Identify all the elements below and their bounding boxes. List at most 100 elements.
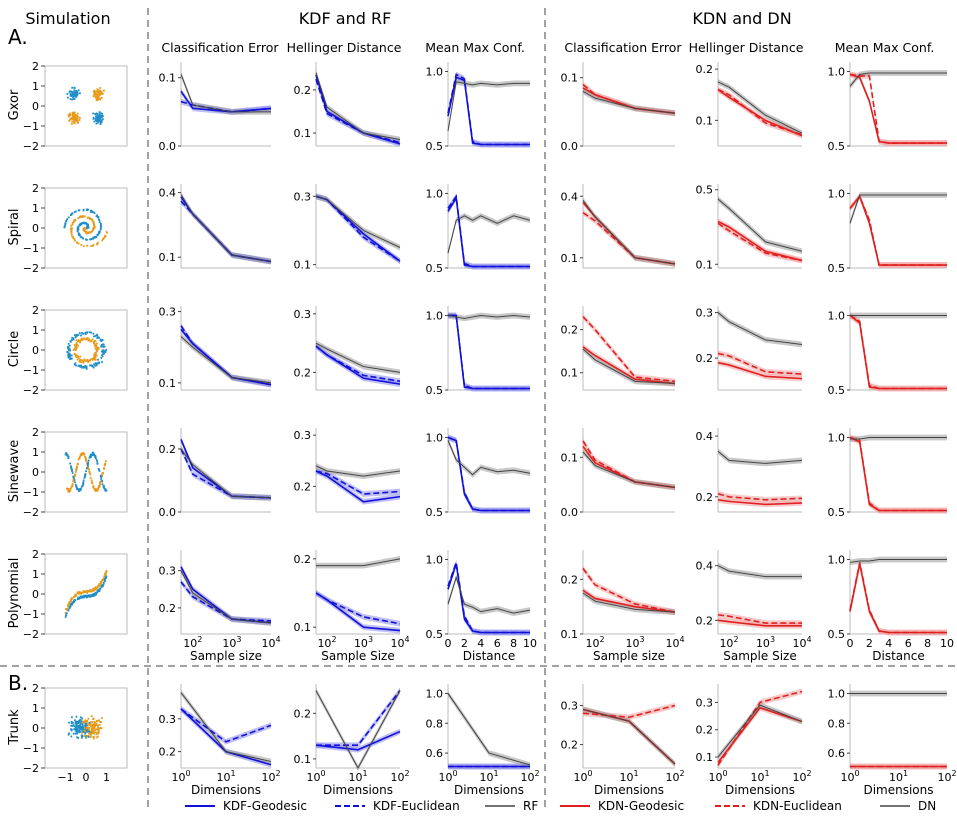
line-kdf-geodesic xyxy=(180,328,272,386)
line-kdn-euclidean xyxy=(582,704,676,719)
scatter-point xyxy=(76,112,79,115)
scatter-point xyxy=(71,235,74,238)
y-tick-label: 0.6 xyxy=(828,747,846,760)
scatter-point xyxy=(94,731,96,734)
scatter-point xyxy=(100,119,102,122)
scatter-point xyxy=(102,485,105,488)
scatter-tick-label: −1 xyxy=(23,486,39,499)
scatter-point xyxy=(86,730,89,733)
scatter-point xyxy=(76,732,78,735)
line-kdn-geodesic xyxy=(717,220,803,262)
line-kdn-geodesic xyxy=(582,346,676,385)
x-tick-label: 100 xyxy=(438,769,457,784)
scatter-point xyxy=(83,358,86,361)
scatter-point xyxy=(89,364,92,367)
y-tick-label: 1.0 xyxy=(426,431,444,444)
line-rf xyxy=(315,72,401,141)
scatter-point xyxy=(88,470,91,473)
scatter-point xyxy=(87,224,89,227)
y-tick-label: 0.1 xyxy=(159,72,177,85)
scatter-point xyxy=(101,118,104,121)
scatter-point xyxy=(95,344,97,347)
x-tick-label: 104 xyxy=(792,635,811,650)
scatter-point xyxy=(90,730,93,733)
scatter-point xyxy=(79,92,81,95)
x-tick-label: 102 xyxy=(317,635,336,650)
scatter-point xyxy=(77,357,80,360)
scatter-point xyxy=(64,222,67,225)
scatter-point xyxy=(70,598,73,601)
scatter-tick-label: −2 xyxy=(23,628,39,641)
scatter-point xyxy=(95,354,98,357)
scatter-point xyxy=(73,211,76,213)
scatter-point xyxy=(79,727,82,730)
scatter-point xyxy=(87,728,90,730)
scatter-point xyxy=(104,351,107,354)
scatter-point xyxy=(98,362,100,365)
line-kdn-euclidean xyxy=(849,314,947,390)
scatter-point xyxy=(78,727,81,730)
scatter-point xyxy=(91,482,94,485)
band-dn xyxy=(583,197,675,267)
scatter-point xyxy=(91,211,93,214)
scatter-point xyxy=(74,336,77,338)
panel-circle-5: 0.3 0.2 xyxy=(696,306,803,391)
scatter-point xyxy=(79,595,82,598)
scatter-point xyxy=(87,208,89,211)
scatter-point xyxy=(87,726,89,729)
y-tick-label: 0.2 xyxy=(696,352,714,365)
scatter-point xyxy=(99,87,102,89)
scatter-tick-label: −2 xyxy=(23,506,39,519)
y-tick-label: 0.5 xyxy=(426,384,444,397)
line-kdn-euclidean xyxy=(849,562,947,634)
scatter-point xyxy=(90,358,93,361)
scatter-point xyxy=(71,472,74,474)
scatter-point xyxy=(98,470,101,472)
scatter-point xyxy=(71,117,74,120)
scatter-point xyxy=(72,94,74,96)
scatter-point xyxy=(72,349,75,352)
panel-gxor-3: 1.0 0.5 xyxy=(426,62,530,153)
scatter-point xyxy=(74,598,76,601)
y-tick-label: 0.2 xyxy=(294,707,312,720)
scatter-point xyxy=(104,489,107,492)
scatter-point xyxy=(69,90,71,93)
scatter-point xyxy=(67,352,70,355)
scatter-point xyxy=(67,356,70,359)
scatter-point xyxy=(96,113,99,115)
scatter-point xyxy=(96,731,98,734)
scatter-point xyxy=(67,456,70,458)
line-kdn-euclidean xyxy=(849,436,947,512)
line-kdf-euclidean xyxy=(447,73,530,146)
scatter-point xyxy=(84,721,87,723)
scatter-point xyxy=(100,112,103,115)
scatter-point xyxy=(93,90,95,92)
scatter-point xyxy=(104,580,107,583)
scatter-point xyxy=(90,479,93,482)
line-rf xyxy=(315,195,401,248)
scatter-point xyxy=(80,487,82,490)
scatter-point xyxy=(91,228,94,231)
scatter-point xyxy=(69,94,72,97)
y-tick-label: 0.2 xyxy=(159,746,177,759)
scatter-point xyxy=(76,92,79,95)
x-tick-label: 102 xyxy=(183,635,202,650)
line-kdn-euclidean xyxy=(582,316,676,383)
column-header-5: Hellinger Distance xyxy=(689,40,804,55)
line-kdf-euclidean xyxy=(180,581,272,622)
scatter-point xyxy=(97,98,99,101)
scatter-point xyxy=(72,480,75,483)
scatter-point xyxy=(93,120,96,123)
line-kdn-euclidean xyxy=(717,614,802,624)
scatter-point xyxy=(72,476,75,479)
scatter-point xyxy=(92,356,95,359)
scatter-point xyxy=(93,353,96,356)
scatter-point xyxy=(103,236,106,239)
scatter-point xyxy=(97,95,100,98)
panel-sinewave-4: 0.1 0.0 xyxy=(561,428,676,519)
scatter-point xyxy=(92,589,94,592)
scatter-point xyxy=(89,358,92,361)
scatter-point xyxy=(98,111,101,113)
scatter-point xyxy=(76,241,78,244)
